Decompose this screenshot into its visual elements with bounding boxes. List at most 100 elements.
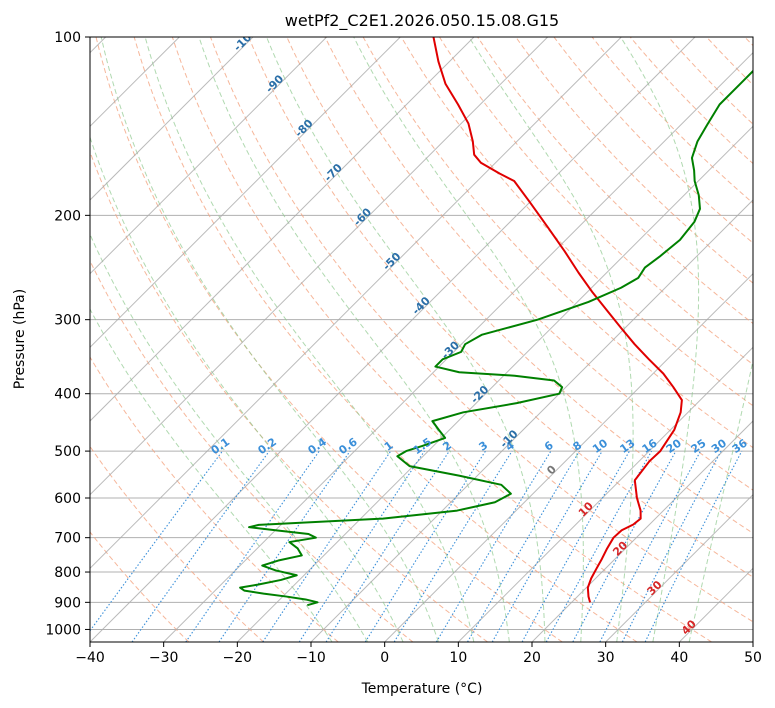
isotherm-label: -100 [231, 25, 260, 54]
isotherm-label: -80 [292, 117, 315, 140]
moist-adiabat [688, 358, 753, 642]
y-tick-label: 600 [54, 491, 81, 507]
x-tick-label: −20 [223, 650, 253, 666]
mixing-ratio-label: 0.6 [336, 435, 360, 457]
plot-frame [89, 36, 754, 643]
moist-adiabat [90, 135, 404, 642]
mixing-ratio-line [185, 450, 320, 642]
moist-adiabat [468, 37, 634, 642]
isotherm [457, 346, 753, 642]
mixing-ratio-line [644, 450, 743, 642]
x-tick-label: 30 [597, 650, 615, 666]
dry-adiabat [90, 445, 264, 642]
moist-adiabat [198, 37, 510, 642]
series-group [239, 37, 753, 607]
dewpoint-profile [239, 69, 753, 607]
dry-adiabat [515, 37, 753, 284]
mixing-ratio-label: 30 [709, 436, 729, 456]
y-axis: 100 200 300 400 500 600 700 800 900 1000 [45, 30, 90, 638]
dry-adiabat [400, 37, 753, 407]
isotherm-label: -60 [351, 205, 374, 228]
mixing-ratio-line [364, 450, 486, 642]
y-tick-label: 900 [54, 595, 81, 611]
dry-adiabat [744, 37, 753, 47]
isotherm-label: -50 [380, 250, 403, 273]
y-tick-label: 500 [54, 444, 81, 460]
mixing-ratio-line [599, 450, 702, 642]
x-tick-label: 20 [523, 650, 541, 666]
x-axis-title: Temperature (°C) [361, 681, 483, 697]
dry-adiabat [90, 150, 488, 642]
mixing-ratio-line [90, 450, 223, 632]
isotherm [90, 37, 254, 201]
x-tick-label: 0 [380, 650, 389, 666]
x-tick-label: −30 [149, 650, 179, 666]
isotherm-label: -30 [439, 338, 462, 361]
dry-adiabat [171, 37, 712, 642]
isotherm-label: -20 [468, 383, 491, 406]
y-tick-label: 300 [54, 313, 81, 329]
mixing-ratio-line [298, 450, 425, 642]
dry-adiabat [95, 37, 563, 642]
isotherm [90, 37, 696, 642]
dry-adiabat [90, 259, 414, 642]
isotherm [310, 199, 753, 642]
dry-adiabat [210, 37, 753, 623]
mixing-ratio-line [131, 450, 270, 642]
isotherm-label: -10 [497, 427, 520, 450]
dry-adiabat [90, 356, 339, 642]
dry-adiabat [133, 37, 638, 642]
moist-adiabat [90, 233, 369, 642]
isotherm [752, 641, 753, 642]
dry-adiabat [324, 37, 753, 491]
moist-adiabat [90, 308, 333, 642]
dry-adiabat [553, 37, 753, 244]
isotherm-label: 40 [679, 617, 699, 637]
mixing-ratio-line [572, 450, 677, 642]
isotherm [90, 37, 622, 570]
y-tick-label: 100 [54, 30, 81, 46]
mixing-ratio-line [521, 450, 630, 642]
isotherm [90, 37, 549, 496]
y-tick-label: 800 [54, 565, 81, 581]
isotherm [236, 125, 753, 642]
temperature-profile [432, 37, 683, 603]
mixing-ratio-line [435, 450, 552, 642]
mixing-ratio-label: 13 [617, 437, 637, 456]
x-tick-label: −40 [75, 650, 105, 666]
y-tick-label: 400 [54, 387, 81, 403]
y-tick-label: 700 [54, 531, 81, 547]
x-tick-label: 10 [449, 650, 467, 666]
moist-adiabat [620, 37, 700, 642]
y-tick-label: 200 [54, 208, 81, 224]
mixing-ratio-line [621, 450, 722, 642]
moist-adiabat [266, 37, 546, 642]
x-axis: −40 −30 −20 −10 0 10 20 30 40 50 [75, 642, 762, 666]
isotherm [163, 51, 753, 642]
moist-adiabat [100, 37, 439, 642]
isotherm [90, 37, 328, 275]
dry-adiabat [90, 531, 190, 642]
mixing-ratio-label: 25 [689, 437, 709, 456]
moist-adiabat [144, 37, 475, 642]
isotherm [90, 37, 401, 349]
background-lines [90, 37, 753, 642]
mixing-ratio-label: 0.4 [306, 435, 330, 457]
line-labels: 0.1 0.2 0.4 0.6 1 1.5 2 3 4 6 8 10 13 16 20 25 30 36-100-… [209, 25, 750, 637]
dry-adiabat [362, 37, 753, 449]
isotherm [605, 493, 753, 642]
dry-adiabat [706, 37, 753, 86]
y-tick-label: 1000 [45, 622, 81, 638]
dry-adiabat [668, 37, 753, 125]
mixing-ratio-line [325, 450, 450, 642]
x-tick-label: 50 [744, 650, 762, 666]
x-tick-label: −10 [296, 650, 326, 666]
mixing-ratio-line [262, 450, 392, 642]
isotherm [531, 420, 753, 642]
isotherm [90, 37, 475, 422]
mixing-ratio-label: 0.1 [209, 435, 232, 457]
y-axis-title: Pressure (hPa) [12, 289, 28, 389]
mixing-ratio-label: 1.5 [411, 435, 434, 457]
chart-title: wetPf2_C2E1.2026.050.15.08.G15 [285, 11, 559, 31]
